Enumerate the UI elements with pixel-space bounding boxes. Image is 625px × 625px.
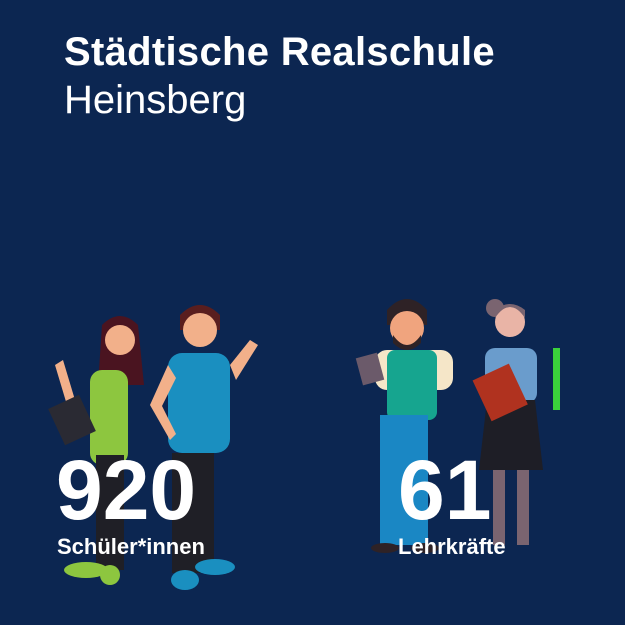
teacher-count-label: Lehrkräfte [398,534,506,559]
student-boy-figure [150,305,258,590]
student-count-label: Schüler*innen [57,534,205,559]
students-illustration [48,305,258,590]
page-title: Städtische Realschule [64,30,495,74]
student-count: 920 [56,443,197,537]
student-girl-figure [48,316,144,585]
teacher-count: 61 [398,443,492,537]
page-subtitle: Heinsberg [64,78,247,122]
teacher-woman-figure [472,299,560,545]
teacher-man-figure [355,299,453,553]
teachers-illustration [355,299,560,553]
